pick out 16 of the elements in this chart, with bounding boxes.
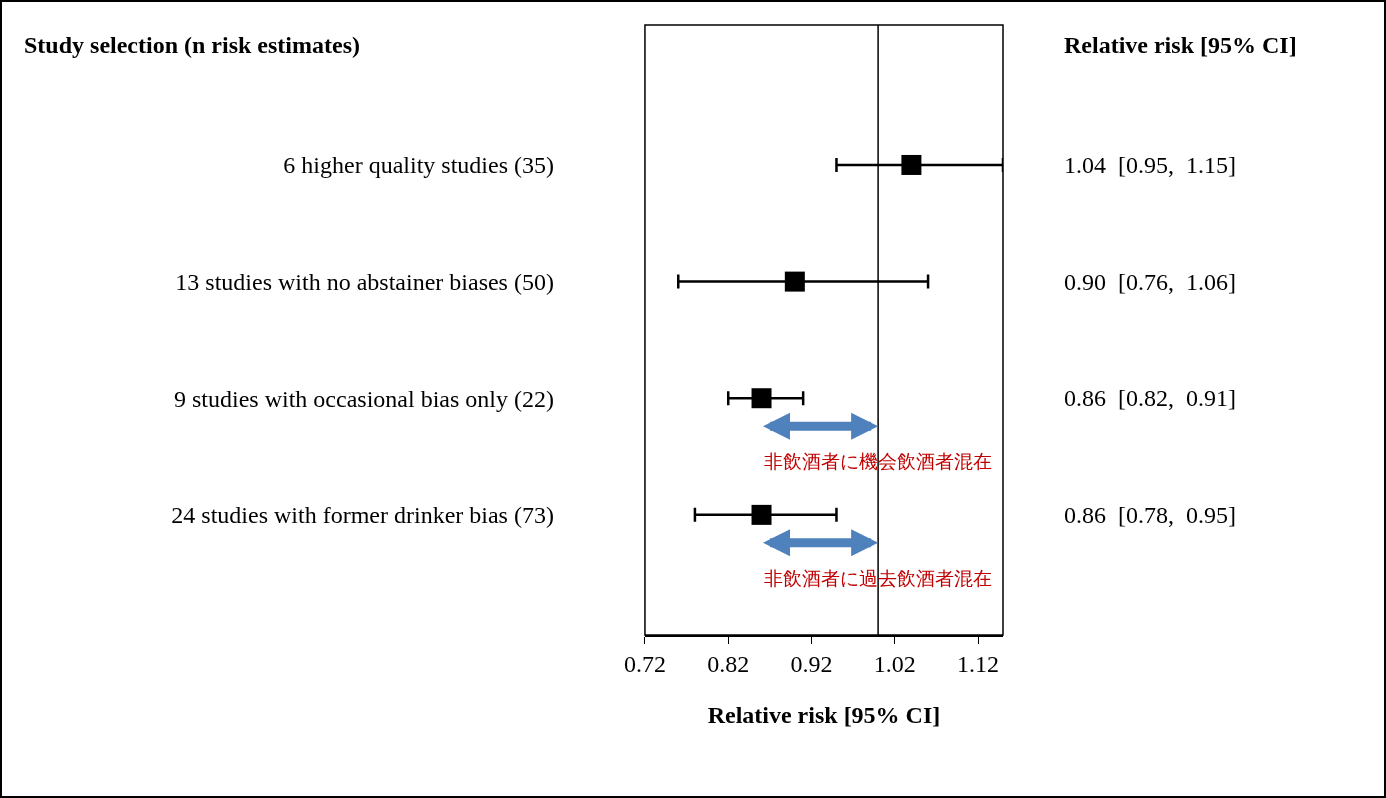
- data-label: 1.04 [0.95, 1.15]: [1064, 152, 1236, 178]
- data-label: 0.86 [0.78, 0.95]: [1064, 502, 1236, 528]
- data-label: 0.90 [0.76, 1.06]: [1064, 269, 1236, 295]
- x-tick-label: 0.82: [707, 651, 750, 678]
- y-tick-label: 13 studies with no abstainer biases (50): [175, 269, 554, 295]
- y-tick-label: 9 studies with occasional bias only (22): [174, 385, 554, 412]
- x-axis-title: Relative risk [95% CI]: [707, 702, 941, 729]
- x-tick-label: 1.02: [873, 651, 916, 678]
- data-label: 0.86 [0.82, 0.91]: [1064, 385, 1236, 411]
- x-tick-label: 0.72: [623, 651, 666, 678]
- y-tick-label: 24 studies with former drinker bias (73): [171, 502, 554, 529]
- text: Study selection (n risk estimates): [24, 32, 360, 58]
- y-tick-label: 6 higher quality studies (35): [283, 152, 554, 179]
- text: Relative risk [95% CI]: [1064, 32, 1297, 58]
- x-tick-label: 1.12: [957, 651, 1000, 678]
- x-tick-label: 0.92: [790, 651, 833, 678]
